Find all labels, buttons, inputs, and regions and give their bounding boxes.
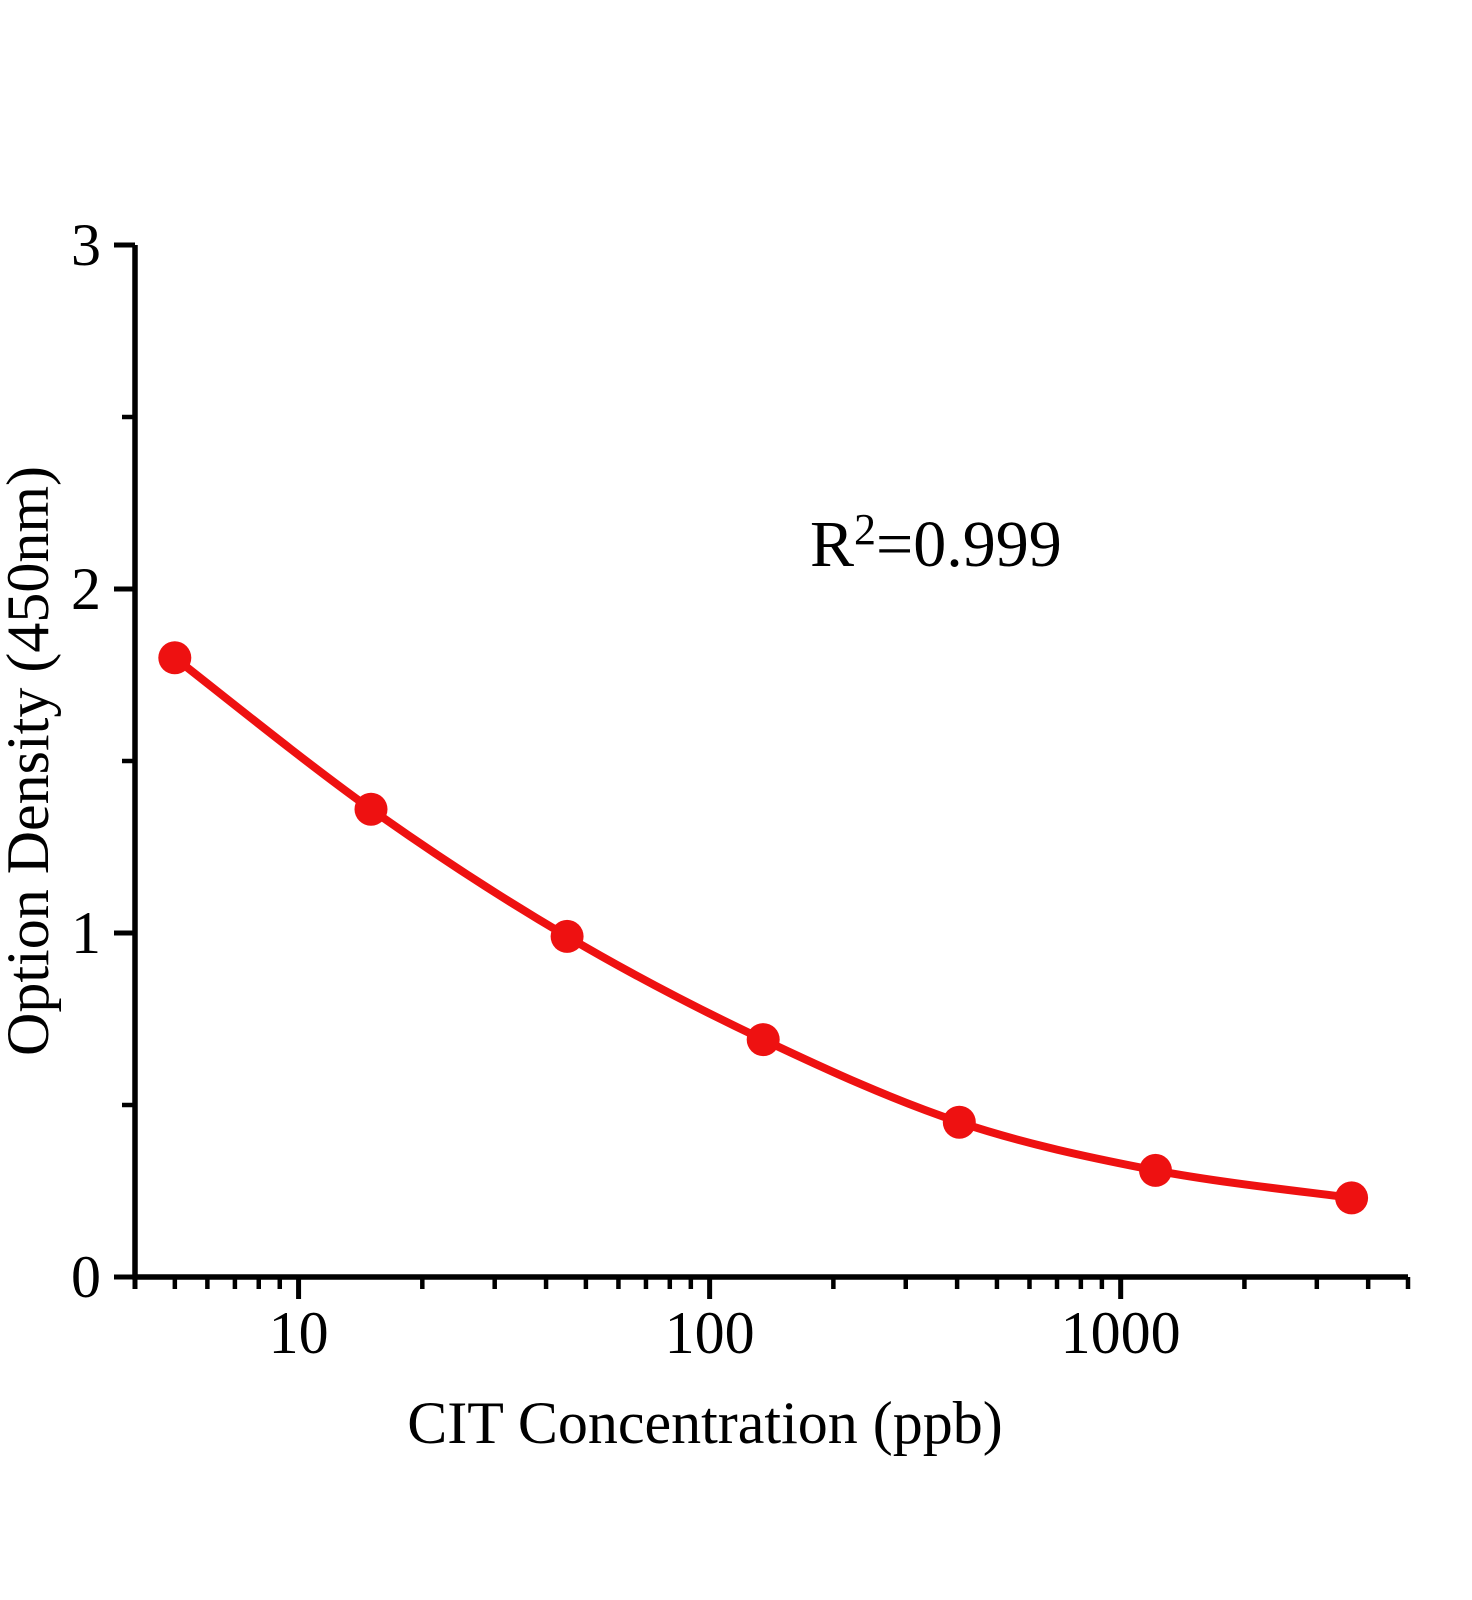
data-series xyxy=(158,641,1369,1215)
data-point xyxy=(1139,1153,1172,1187)
series-line xyxy=(170,653,1356,1202)
data-point xyxy=(746,1023,780,1057)
y-axis-ticks: 0 1 2 3 xyxy=(71,212,135,1310)
data-point xyxy=(550,919,584,953)
r-squared-annotation: R2=0.999 xyxy=(810,505,1062,581)
y-tick-label: 3 xyxy=(71,212,101,278)
x-axis-title: CIT Concentration (ppb) xyxy=(407,1390,1002,1456)
y-tick-label: 1 xyxy=(71,900,101,966)
y-tick-label: 0 xyxy=(71,1244,101,1310)
data-point xyxy=(1335,1181,1369,1215)
data-point xyxy=(942,1105,976,1139)
x-tick-label: 100 xyxy=(665,1300,755,1366)
y-tick-label: 2 xyxy=(71,556,101,622)
y-axis-title: Option Density (450nm) xyxy=(0,466,61,1056)
x-tick-label: 10 xyxy=(269,1300,329,1366)
data-point xyxy=(354,792,388,826)
axes xyxy=(132,245,1408,1280)
data-point xyxy=(158,641,192,675)
x-tick-label: 1000 xyxy=(1061,1300,1181,1366)
x-axis-ticks: 10 100 1000 xyxy=(132,1277,1411,1366)
